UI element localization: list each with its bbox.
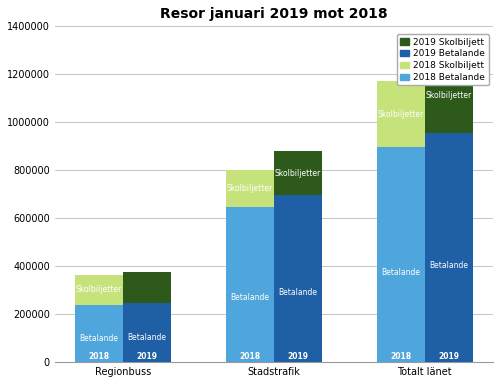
Bar bbox=[425, 133, 473, 362]
Bar bbox=[74, 275, 123, 305]
Bar bbox=[376, 81, 425, 147]
Text: Skolbiljetter: Skolbiljetter bbox=[426, 91, 472, 100]
Text: Betalande: Betalande bbox=[278, 288, 318, 297]
Text: Skolbiljetter: Skolbiljetter bbox=[275, 169, 321, 178]
Text: 2019: 2019 bbox=[288, 352, 308, 361]
Bar bbox=[74, 305, 123, 362]
Text: 2018: 2018 bbox=[239, 352, 260, 361]
Title: Resor januari 2019 mot 2018: Resor januari 2019 mot 2018 bbox=[160, 7, 388, 21]
Text: 2018: 2018 bbox=[88, 352, 110, 361]
Legend: 2019 Skolbiljett, 2019 Betalande, 2018 Skolbiljett, 2018 Betalande: 2019 Skolbiljett, 2019 Betalande, 2018 S… bbox=[397, 34, 488, 86]
Bar bbox=[226, 170, 274, 207]
Text: Betalande: Betalande bbox=[128, 333, 166, 342]
Text: Betalande: Betalande bbox=[381, 268, 420, 276]
Text: Skolbiljetter: Skolbiljetter bbox=[226, 184, 273, 193]
Bar bbox=[425, 59, 473, 133]
Text: Skolbiljetter: Skolbiljetter bbox=[378, 110, 424, 119]
Text: Betalande: Betalande bbox=[80, 334, 118, 343]
Bar bbox=[226, 207, 274, 362]
Bar bbox=[274, 195, 322, 362]
Text: Skolbiljetter: Skolbiljetter bbox=[76, 285, 122, 294]
Bar bbox=[123, 272, 172, 303]
Text: Betalande: Betalande bbox=[230, 293, 270, 302]
Bar bbox=[123, 303, 172, 362]
Text: 2019: 2019 bbox=[136, 352, 158, 361]
Text: 2019: 2019 bbox=[438, 352, 460, 361]
Text: Betalande: Betalande bbox=[430, 262, 469, 270]
Text: 2018: 2018 bbox=[390, 352, 411, 361]
Bar bbox=[376, 147, 425, 362]
Bar bbox=[274, 151, 322, 195]
